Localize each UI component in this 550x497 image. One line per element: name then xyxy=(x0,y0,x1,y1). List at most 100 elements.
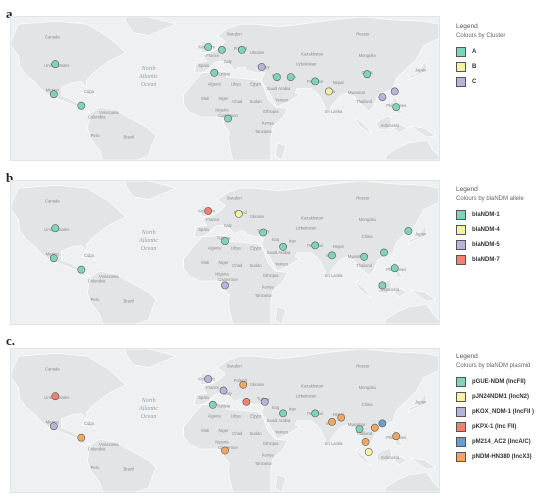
map-marker[interactable] xyxy=(378,93,387,101)
place-label: Egypt xyxy=(250,82,262,87)
legend-item: blaNDM-1 xyxy=(456,207,524,222)
map-marker[interactable] xyxy=(77,433,86,442)
map-marker[interactable] xyxy=(77,265,86,274)
place-label: Saudi Arabia xyxy=(267,86,291,91)
place-label: Russia xyxy=(356,32,369,37)
map-marker[interactable] xyxy=(273,73,281,81)
landmass xyxy=(194,17,439,114)
map-marker[interactable] xyxy=(311,241,320,250)
map-marker[interactable] xyxy=(51,60,60,69)
map-marker[interactable] xyxy=(224,114,232,123)
map-marker[interactable] xyxy=(259,228,268,237)
place-label: Algeria xyxy=(208,246,222,251)
map-marker[interactable] xyxy=(49,90,58,99)
map-marker[interactable] xyxy=(204,207,213,215)
legend-swatch xyxy=(456,239,466,250)
map-panel-a[interactable]: Canada United States Mexico Cuba Venezuela Co… xyxy=(10,16,440,161)
legend-title: Legend xyxy=(456,23,478,30)
map-marker[interactable] xyxy=(242,398,251,406)
map-marker[interactable] xyxy=(217,46,226,54)
map-marker[interactable] xyxy=(221,237,229,245)
legend-subtitle: Colours by blaNDM allele xyxy=(456,196,524,202)
map-marker[interactable] xyxy=(378,419,387,428)
landmass xyxy=(87,438,157,492)
place-label: Kenya xyxy=(262,284,275,289)
map-marker[interactable] xyxy=(363,70,372,79)
landmass xyxy=(409,457,437,470)
map-marker[interactable] xyxy=(239,380,248,389)
map-marker[interactable] xyxy=(49,422,58,431)
map-marker[interactable] xyxy=(51,224,60,233)
place-label: Uzbekistan xyxy=(296,394,317,399)
place-label: Egypt xyxy=(250,246,262,251)
landmass xyxy=(331,441,336,449)
legend-swatch xyxy=(456,224,466,235)
map-marker[interactable] xyxy=(210,68,219,77)
place-label: China xyxy=(362,402,374,407)
map-marker[interactable] xyxy=(219,386,228,395)
map-marker[interactable] xyxy=(49,254,58,263)
place-label: Sweden xyxy=(227,364,243,369)
landmass xyxy=(81,423,97,428)
map-marker[interactable] xyxy=(204,375,213,383)
landmass xyxy=(275,306,287,324)
legend-swatch xyxy=(456,421,466,432)
landmass xyxy=(409,289,437,302)
map-marker[interactable] xyxy=(324,87,333,96)
map-marker[interactable] xyxy=(279,242,287,251)
map-marker[interactable] xyxy=(257,63,266,71)
map-marker[interactable] xyxy=(390,87,399,96)
place-label: Tunisia xyxy=(217,404,231,409)
place-label: Mali xyxy=(201,260,209,265)
map-marker[interactable] xyxy=(390,264,399,273)
landmass xyxy=(407,60,428,81)
landmass xyxy=(183,70,289,160)
map-marker[interactable] xyxy=(380,248,388,257)
map-marker[interactable] xyxy=(378,281,387,290)
legend-swatch xyxy=(456,451,466,462)
place-label: Algeria xyxy=(208,414,222,419)
map-marker[interactable] xyxy=(337,413,346,422)
map-marker[interactable] xyxy=(286,73,295,81)
landmass xyxy=(375,115,392,131)
map-panel-b[interactable]: Canada United States Mexico Cuba Venezuela Co… xyxy=(10,180,440,325)
place-label: Mongolia xyxy=(359,385,377,390)
place-label: Sri Lanka xyxy=(325,273,343,278)
map-marker[interactable] xyxy=(204,43,213,51)
map-marker[interactable] xyxy=(392,103,401,111)
place-label: Cuba xyxy=(84,89,95,94)
place-label: Mali xyxy=(201,428,209,433)
map-marker[interactable] xyxy=(77,101,86,110)
map-marker[interactable] xyxy=(237,46,246,54)
map-marker[interactable] xyxy=(311,409,320,418)
map-marker[interactable] xyxy=(328,418,336,426)
place-label: Myanmar xyxy=(348,90,366,95)
landmass xyxy=(183,234,289,324)
map-marker[interactable] xyxy=(221,446,229,455)
map-panel-c[interactable]: Canada United States Mexico Cuba Venezuela Co… xyxy=(10,348,440,493)
place-label: Brazil xyxy=(123,135,134,140)
map-marker[interactable] xyxy=(361,438,370,446)
map-marker[interactable] xyxy=(370,423,379,432)
map-marker[interactable] xyxy=(208,400,217,409)
map-marker[interactable] xyxy=(234,210,243,218)
place-label: Mexico xyxy=(46,419,60,424)
map-marker[interactable] xyxy=(221,281,229,290)
map-marker[interactable] xyxy=(404,227,413,235)
map-marker[interactable] xyxy=(260,398,269,406)
place-label: Cuba xyxy=(84,421,95,426)
legend-item: C xyxy=(456,74,505,89)
map-marker[interactable] xyxy=(392,432,401,441)
map-marker[interactable] xyxy=(311,77,320,86)
place-label: Spain xyxy=(198,63,209,68)
map-marker[interactable] xyxy=(51,392,60,401)
map-marker[interactable] xyxy=(364,448,373,456)
map-marker[interactable] xyxy=(360,252,368,261)
place-label: Uzbekistan xyxy=(296,62,317,67)
map-marker[interactable] xyxy=(279,409,287,418)
map-marker[interactable] xyxy=(328,251,336,260)
legend-item: blaNDM-7 xyxy=(456,252,524,267)
map-marker[interactable] xyxy=(355,425,364,433)
ocean-label: North xyxy=(141,398,156,404)
landmass xyxy=(194,181,439,278)
